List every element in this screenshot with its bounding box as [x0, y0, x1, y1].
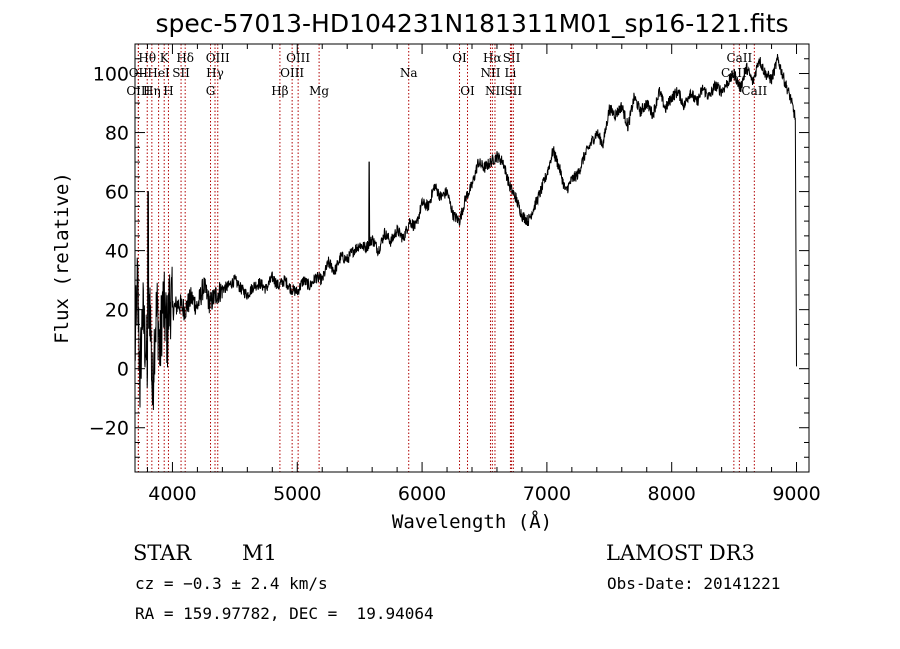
spectral-line-label: NII — [485, 84, 505, 98]
spectral-line-label: CaII — [726, 51, 752, 65]
y-tick-label: 60 — [105, 182, 129, 204]
spectral-line-label: Mg — [309, 84, 329, 98]
survey-name: LAMOST DR3 — [606, 541, 755, 565]
spectral-line-label: SII — [504, 84, 522, 98]
object-class: STAR — [133, 541, 192, 565]
spectral-line-label: OIII — [286, 51, 310, 65]
y-axis-label: Flux (relative) — [51, 172, 73, 344]
spectral-line-label: Hδ — [176, 51, 194, 65]
spectral-line-label: OIII — [206, 51, 230, 65]
spectral-line-label: OI — [452, 51, 467, 65]
spectral-line-label: NII — [480, 66, 500, 80]
spectral-line-label: SII — [503, 51, 521, 65]
x-tick-label: 7000 — [523, 483, 571, 505]
y-tick-label: 40 — [105, 241, 129, 263]
plot-frame — [134, 43, 810, 473]
spectral-line-label: CaII — [741, 84, 767, 98]
x-tick-label: 6000 — [398, 483, 446, 505]
spectral-line-label: OIII — [280, 66, 304, 80]
x-tick-label: 8000 — [648, 483, 696, 505]
spectral-line-label: Hγ — [206, 66, 224, 80]
spectral-line-label: OIII — [126, 84, 150, 98]
y-tick-label: 0 — [117, 359, 129, 381]
x-tick-label: 4000 — [148, 483, 196, 505]
redshift-cz: cz = −0.3 ± 2.4 km/s — [135, 574, 328, 593]
x-axis-label: Wavelength (Å) — [392, 510, 552, 533]
x-tick-label: 5000 — [273, 483, 321, 505]
spectral-line-label: Hθ — [138, 51, 156, 65]
y-tick-label: −20 — [89, 418, 129, 440]
spectral-line-label: Hβ — [271, 84, 288, 98]
object-subclass: M1 — [242, 541, 277, 565]
spectral-line-label: Na — [400, 66, 418, 80]
spectral-line-label: Hα — [483, 51, 502, 65]
spectral-line-label: Li — [505, 66, 517, 80]
obs-date: Obs-Date: 20141221 — [607, 574, 781, 593]
y-tick-label: 80 — [105, 123, 129, 145]
spectral-line-label: K — [160, 51, 170, 65]
y-tick-label: 100 — [93, 64, 129, 86]
spectral-line-label: HeI — [147, 66, 170, 80]
axis-ticks: 4000 5000 6000 7000 8000 9000 −20 0 20 40 60 80 100 — [89, 43, 821, 505]
chart-title: spec-57013-HD104231N181311M01_sp16-121.f… — [155, 9, 788, 38]
spectral-line-label: Hη — [143, 84, 161, 98]
spectral-line-label: H — [163, 84, 173, 98]
spectral-line-label: SII — [172, 66, 190, 80]
spectral-line-label: G — [206, 84, 216, 98]
flux-series — [134, 53, 797, 411]
y-tick-label: 20 — [105, 300, 129, 322]
flux-line — [134, 53, 797, 411]
spectral-line-label: OI — [460, 84, 475, 98]
coordinates: RA = 159.97782, DEC = 19.94064 — [135, 604, 434, 623]
x-tick-label: 9000 — [772, 483, 820, 505]
